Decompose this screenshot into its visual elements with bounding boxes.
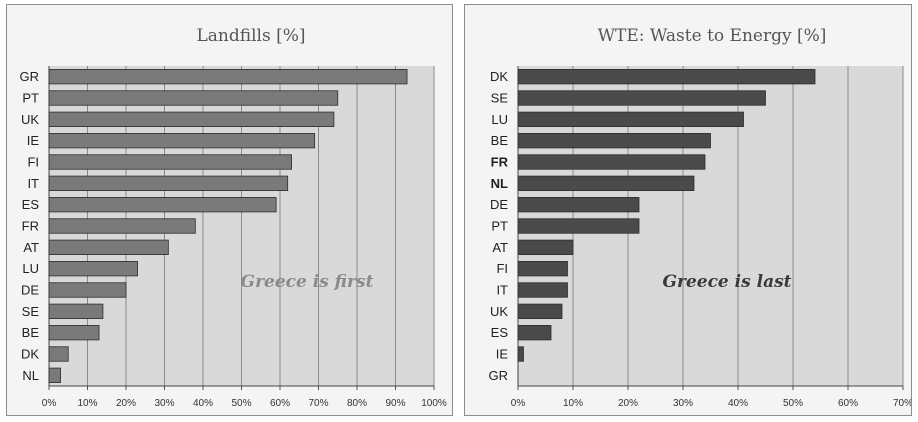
x-tick-label: 40% [193,398,213,409]
category-label-pt: PT [22,91,39,106]
x-tick-label: 90% [385,398,405,409]
bar-de [517,197,640,213]
category-label-pt: PT [491,219,508,234]
category-label-lu: LU [491,112,508,127]
x-tick-label: 60% [838,398,858,409]
bar-es [48,197,277,213]
category-label-uk: UK [21,112,39,127]
bar-se [48,303,104,319]
category-label-ie: IE [496,347,509,362]
bar-se [517,90,766,106]
bar-nl [517,175,695,191]
bar-ie [517,346,524,362]
wte-chart: WTE: Waste to Energy [%] 0% 10% 20% 30% 40% 50… [489,26,912,409]
category-label-fr: FR [22,219,39,234]
category-label-dk: DK [21,347,39,362]
bar-es [517,325,552,341]
bar-it [48,175,289,191]
category-label-de: DE [490,197,508,212]
x-tick-label: 80% [347,398,367,409]
chart-title: WTE: Waste to Energy [%] [598,26,827,46]
x-tick-label: 20% [116,398,136,409]
x-tick-label: 20% [618,398,638,409]
bar-it [517,282,568,298]
category-label-at: AT [23,240,39,255]
category-label-ie: IE [27,133,40,148]
bar-gr [48,69,408,85]
category-label-de: DE [21,283,39,298]
category-label-fi: FI [27,155,39,170]
category-label-dk: DK [490,69,508,84]
category-label-fi: FI [496,261,508,276]
bar-pt [48,90,339,106]
bar-fr [48,218,196,234]
category-label-uk: UK [490,304,508,319]
bar-ie [48,133,316,149]
bar-at [517,239,574,255]
wte-chart-panel: WTE: Waste to Energy [%] 0% 10% 20% 30% 40% 50… [464,4,912,416]
bar-fi [48,154,292,170]
x-tick-label: 0% [42,398,57,409]
bar-pt [517,218,640,234]
x-tick-label: 60% [270,398,290,409]
x-tick-label: 50% [231,398,251,409]
bar-dk [48,346,69,362]
x-tick-label: 100% [421,398,447,409]
category-label-se: SE [491,91,509,106]
chart-annotation: Greece is last [662,272,791,292]
landfills-chart-panel: Landfills [%] 0% 10% 20% 30% 40% 50% 60% 70% 80% 9… [6,4,453,416]
category-label-be: BE [22,325,40,340]
category-label-gr: GR [489,368,509,383]
bar-nl [48,367,61,383]
category-label-es: ES [491,325,509,340]
chart-annotation: Greece is first [241,272,374,292]
category-label-it: IT [496,283,508,298]
bar-be [517,133,711,149]
x-tick-label: 0% [511,398,526,409]
category-label-at: AT [492,240,508,255]
x-tick-label: 70% [308,398,328,409]
bar-fr [517,154,706,170]
chart-title: Landfills [%] [196,26,305,46]
category-label-it: IT [27,176,39,191]
bar-uk [48,111,335,127]
x-tick-label: 30% [154,398,174,409]
x-tick-label: 40% [728,398,748,409]
x-tick-label: 50% [783,398,803,409]
bar-de [48,282,127,298]
category-label-gr: GR [20,69,40,84]
x-tick-label: 70% [893,398,911,409]
bar-fi [517,261,568,277]
category-label-be: BE [491,133,509,148]
bar-at [48,239,169,255]
bar-lu [517,111,744,127]
category-label-nl: NL [491,176,508,191]
category-label-fr: FR [491,155,509,170]
category-label-es: ES [22,197,40,212]
landfills-chart: Landfills [%] 0% 10% 20% 30% 40% 50% 60% 70% 80% 9… [20,26,447,409]
category-label-lu: LU [22,261,39,276]
x-tick-label: 10% [563,398,583,409]
bar-dk [517,69,816,85]
bar-be [48,325,100,341]
bar-uk [517,303,563,319]
x-tick-label: 10% [77,398,97,409]
bar-lu [48,261,138,277]
category-label-se: SE [22,304,40,319]
x-tick-label: 30% [673,398,693,409]
category-label-nl: NL [22,368,39,383]
